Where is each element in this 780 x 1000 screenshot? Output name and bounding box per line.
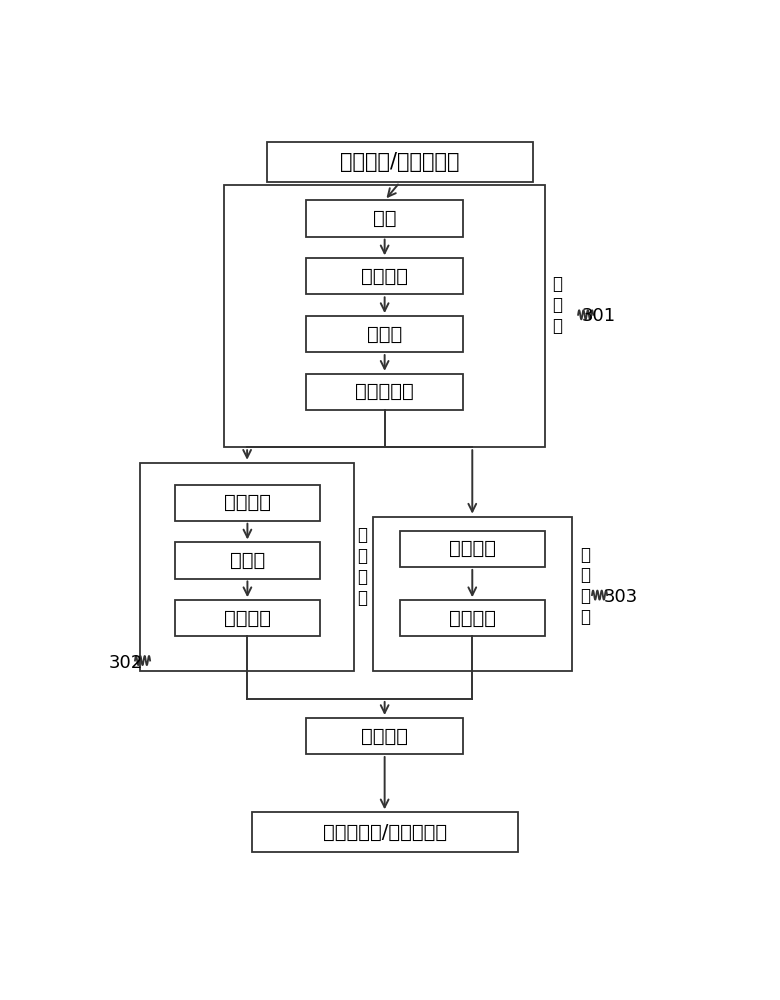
Text: 标准图像/充电口图像: 标准图像/充电口图像 [340, 152, 459, 172]
Bar [225, 185, 544, 447]
Text: 聚类去重: 聚类去重 [361, 726, 408, 746]
Text: 301: 301 [582, 307, 616, 325]
Text: 聚类去重: 聚类去重 [224, 609, 271, 628]
Bar [306, 200, 463, 237]
Text: 预
处
理: 预 处 理 [552, 275, 562, 335]
Text: 边
缘
检
测: 边 缘 检 测 [357, 526, 367, 607]
Bar [306, 374, 463, 410]
Bar [175, 542, 320, 579]
Text: 边缘检测: 边缘检测 [224, 493, 271, 512]
Text: 去噪: 去噪 [373, 209, 396, 228]
Text: 边缘强化: 边缘强化 [361, 267, 408, 286]
Text: 模板匹配: 模板匹配 [448, 539, 496, 558]
Text: 灰度化: 灰度化 [367, 325, 402, 344]
Text: 聚类去重: 聚类去重 [448, 609, 496, 628]
Text: 302: 302 [108, 654, 143, 672]
Bar [306, 718, 463, 754]
Bar [140, 463, 354, 671]
Bar [399, 600, 544, 636]
Bar [267, 142, 533, 182]
Text: 第一孔特征/第二孔特征: 第一孔特征/第二孔特征 [323, 823, 447, 842]
Text: 模
板
匹
配: 模 板 匹 配 [580, 546, 590, 626]
Bar [306, 258, 463, 294]
Text: 增强对比度: 增强对比度 [355, 382, 414, 401]
Bar [306, 316, 463, 352]
Bar [252, 812, 518, 852]
Bar [399, 531, 544, 567]
Bar [175, 600, 320, 636]
Text: 圆检测: 圆检测 [230, 551, 265, 570]
Bar [373, 517, 572, 671]
Text: 303: 303 [603, 588, 637, 606]
Bar [175, 485, 320, 521]
